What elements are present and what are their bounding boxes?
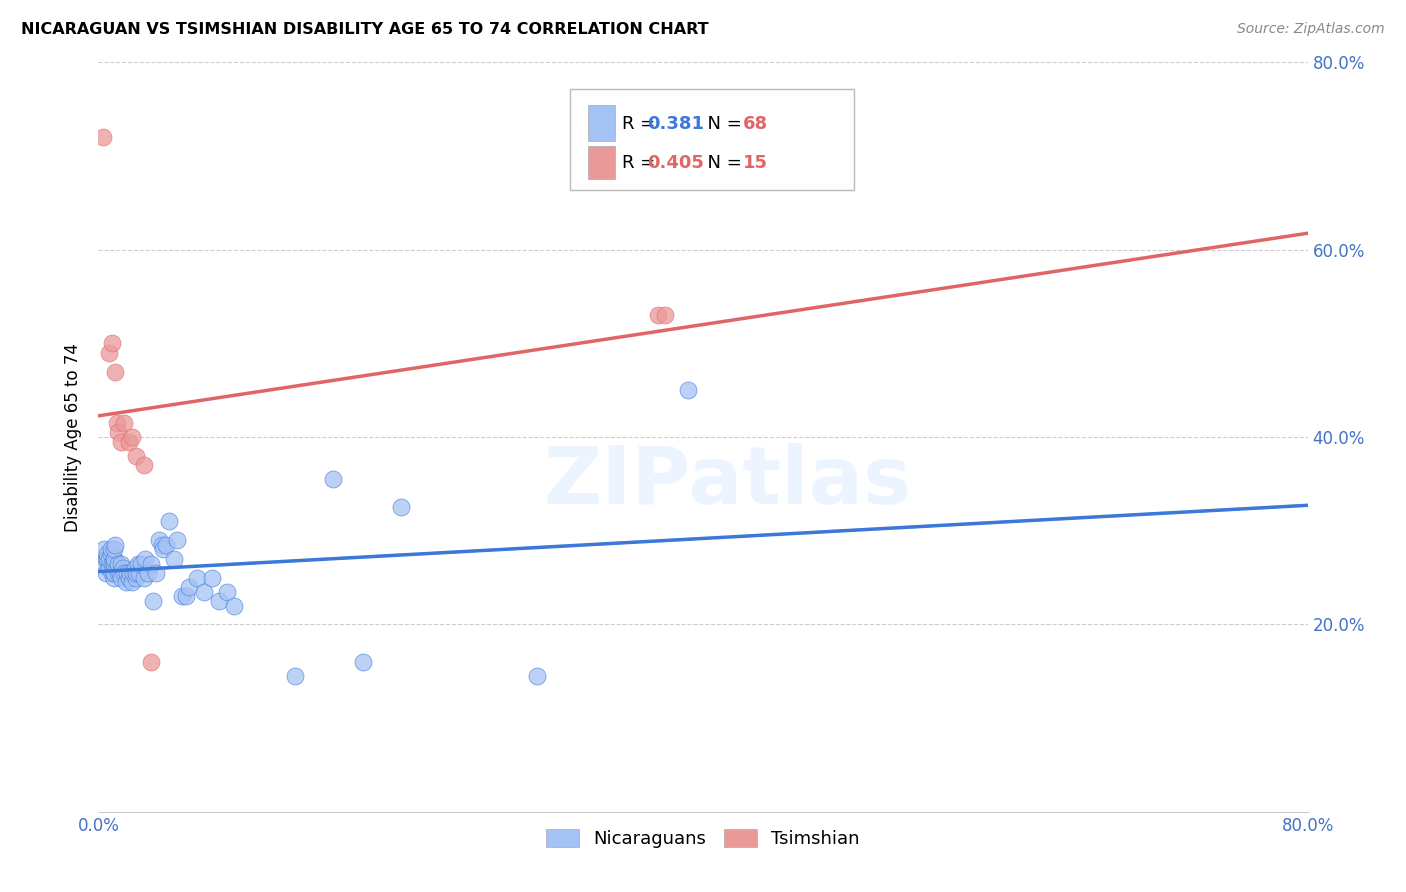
- Point: [91, 557, 114, 571]
- Point: [103, 551, 125, 566]
- Text: NICARAGUAN VS TSIMSHIAN DISABILITY AGE 65 TO 74 CORRELATION CHART: NICARAGUAN VS TSIMSHIAN DISABILITY AGE 6…: [21, 22, 709, 37]
- Text: R =: R =: [621, 115, 661, 133]
- Y-axis label: Disability Age 65 to 74: Disability Age 65 to 74: [65, 343, 83, 532]
- Point: [110, 434, 132, 449]
- Point: [389, 500, 412, 515]
- Point: [110, 557, 132, 571]
- Point: [103, 557, 125, 571]
- Point: [94, 566, 117, 580]
- Point: [201, 571, 224, 585]
- Point: [107, 566, 129, 580]
- Point: [322, 472, 344, 486]
- Point: [654, 308, 676, 322]
- Point: [121, 430, 143, 444]
- Point: [104, 538, 127, 552]
- Point: [101, 557, 124, 571]
- Point: [124, 561, 146, 575]
- Point: [100, 542, 122, 557]
- Point: [132, 571, 155, 585]
- Point: [118, 434, 141, 449]
- Bar: [588, 145, 614, 178]
- Point: [193, 584, 215, 599]
- Point: [101, 566, 124, 580]
- Point: [111, 561, 134, 575]
- Point: [118, 571, 141, 585]
- Point: [132, 458, 155, 473]
- Point: [647, 308, 669, 322]
- Point: [93, 542, 115, 557]
- Point: [174, 590, 197, 604]
- Legend: Nicaraguans, Tsimshian: Nicaraguans, Tsimshian: [538, 822, 868, 855]
- Point: [121, 575, 143, 590]
- Point: [136, 566, 159, 580]
- Point: [142, 594, 165, 608]
- Point: [98, 345, 121, 359]
- Text: 0.381: 0.381: [647, 115, 704, 133]
- Text: N =: N =: [696, 153, 747, 172]
- Point: [128, 566, 150, 580]
- Point: [115, 566, 138, 580]
- Point: [103, 557, 125, 571]
- Point: [98, 561, 121, 575]
- Point: [208, 594, 231, 608]
- Point: [224, 599, 246, 613]
- Point: [105, 561, 128, 575]
- Point: [129, 557, 152, 571]
- Text: 68: 68: [742, 115, 768, 133]
- Text: 15: 15: [742, 153, 768, 172]
- Point: [125, 449, 148, 463]
- Point: [107, 557, 129, 571]
- Point: [103, 571, 125, 585]
- Point: [122, 566, 145, 580]
- Point: [91, 130, 114, 145]
- Point: [155, 538, 177, 552]
- Point: [110, 571, 132, 585]
- Point: [163, 551, 186, 566]
- Point: [96, 551, 118, 566]
- Point: [100, 547, 122, 561]
- Point: [125, 566, 148, 580]
- Point: [150, 538, 173, 552]
- Point: [676, 384, 699, 398]
- Point: [96, 547, 118, 561]
- Point: [114, 575, 136, 590]
- Text: ZIPatlas: ZIPatlas: [543, 443, 911, 521]
- Bar: [588, 105, 614, 141]
- Point: [186, 571, 208, 585]
- Point: [179, 580, 201, 594]
- Point: [148, 533, 170, 547]
- Point: [215, 584, 238, 599]
- Point: [103, 566, 125, 580]
- Point: [112, 566, 135, 580]
- Point: [120, 566, 142, 580]
- Point: [98, 551, 121, 566]
- FancyBboxPatch shape: [569, 88, 855, 190]
- Point: [141, 557, 163, 571]
- Point: [134, 551, 156, 566]
- Point: [103, 551, 125, 566]
- Point: [170, 590, 193, 604]
- Point: [112, 416, 135, 430]
- Point: [352, 655, 374, 669]
- Point: [166, 533, 188, 547]
- Text: R =: R =: [621, 153, 661, 172]
- Point: [152, 542, 174, 557]
- Point: [108, 566, 131, 580]
- Point: [125, 571, 148, 585]
- Point: [159, 514, 181, 528]
- Point: [107, 425, 129, 440]
- Point: [104, 365, 127, 379]
- Text: 0.405: 0.405: [647, 153, 704, 172]
- Text: N =: N =: [696, 115, 747, 133]
- Point: [103, 542, 125, 557]
- Point: [101, 336, 124, 351]
- Point: [145, 566, 167, 580]
- Text: Source: ZipAtlas.com: Source: ZipAtlas.com: [1237, 22, 1385, 37]
- Point: [127, 557, 149, 571]
- Point: [94, 551, 117, 566]
- Point: [284, 669, 307, 683]
- Point: [105, 416, 128, 430]
- Point: [141, 655, 163, 669]
- Point: [526, 669, 548, 683]
